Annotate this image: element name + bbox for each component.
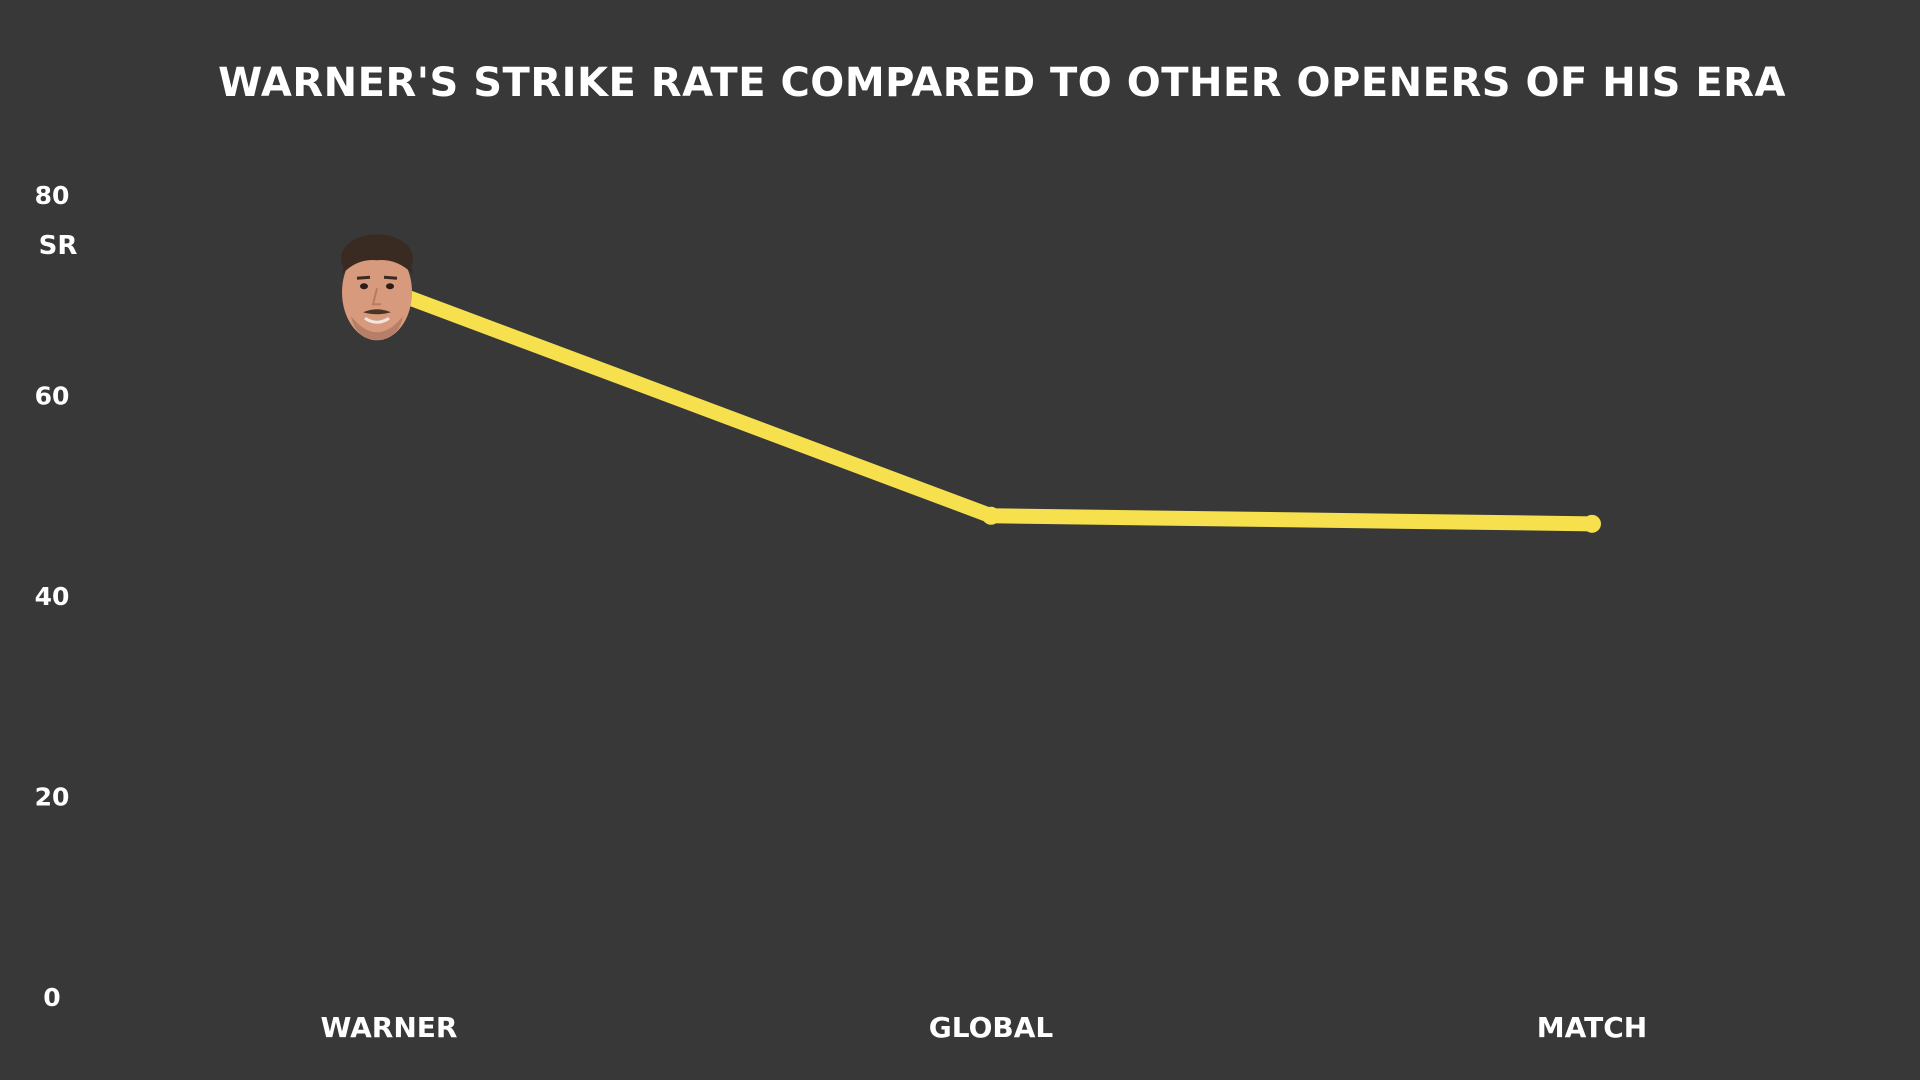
x-tick-label: MATCH [1537, 1011, 1647, 1044]
brow-left [356, 275, 371, 280]
y-tick-label: 60 [35, 382, 70, 411]
player-headshot-marker [341, 234, 413, 341]
hair-top [342, 238, 413, 275]
y-tick-label: 80 [35, 181, 70, 210]
beard-shadow [351, 316, 403, 341]
y-axis-ticks: 0 20 40 60 80 [35, 181, 70, 1012]
y-axis-label: SR [39, 231, 78, 261]
mustache [363, 309, 391, 315]
x-tick-label: WARNER [321, 1011, 458, 1044]
smile [364, 316, 390, 324]
chart-title: WARNER'S STRIKE RATE COMPARED TO OTHER O… [218, 60, 1786, 106]
eye-right [386, 283, 394, 290]
brow-right [383, 275, 398, 280]
data-point [1583, 514, 1601, 533]
series-group [381, 282, 1601, 533]
eye-left [360, 283, 368, 290]
nose [371, 287, 381, 306]
y-tick-label: 0 [43, 983, 60, 1012]
data-point [982, 506, 1000, 525]
x-axis-categories: WARNER GLOBAL MATCH [321, 1011, 1648, 1044]
y-tick-label: 40 [35, 582, 70, 611]
x-tick-label: GLOBAL [929, 1011, 1054, 1044]
y-tick-label: 20 [35, 783, 70, 812]
marker-group [341, 234, 413, 341]
